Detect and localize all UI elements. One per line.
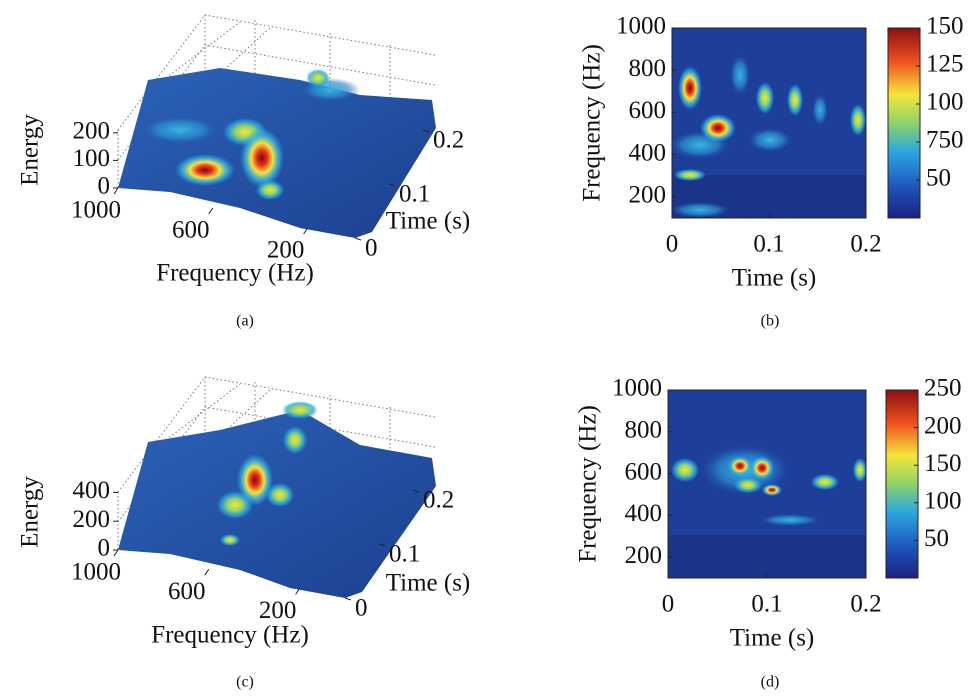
- x-tick-label: 600: [172, 217, 210, 244]
- z-tick-label: 0: [98, 535, 111, 562]
- z-tick-label: 100: [73, 145, 111, 172]
- y-tick-label: 200: [629, 182, 667, 209]
- x-tick: [113, 187, 119, 195]
- z-axis-label: Energy: [17, 114, 44, 186]
- x-tick-label: 1000: [71, 197, 121, 224]
- x-tick: [204, 568, 210, 576]
- y-axis-label: Frequency (Hz): [579, 44, 606, 202]
- y-tick: [354, 237, 362, 241]
- y-axis-label: Time (s): [386, 208, 471, 235]
- colorbar-tick-label: 750: [926, 127, 964, 154]
- y-tick: [344, 597, 352, 601]
- heatmap-d: [668, 390, 867, 578]
- x-tick-label: 600: [168, 578, 206, 605]
- colorbar-tick-label: 50: [924, 525, 949, 552]
- z-tick-label: 400: [73, 477, 111, 504]
- x-tick: [295, 588, 301, 595]
- z-tick-label: 200: [73, 118, 111, 145]
- x-tick: [113, 549, 119, 557]
- y-tick-label: 0.1: [399, 181, 430, 208]
- x-tick-label: 0.2: [850, 591, 881, 618]
- x-axis-label: Time (s): [732, 265, 817, 292]
- colorbar-tick-label: 100: [924, 488, 962, 515]
- y-tick: [412, 489, 420, 493]
- colorbar-tick-label: 125: [926, 51, 964, 78]
- colorbar: [887, 27, 921, 219]
- caption: (b): [761, 313, 780, 330]
- y-tick-label: 600: [629, 97, 667, 124]
- x-tick-label: 0: [666, 231, 679, 258]
- y-axis-label: Time (s): [386, 570, 471, 597]
- y-tick-label: 400: [629, 139, 667, 166]
- y-tick-label: 0.2: [423, 487, 454, 514]
- caption: (d): [761, 674, 780, 691]
- y-tick-label: 400: [625, 500, 663, 527]
- x-axis-label: Frequency (Hz): [156, 260, 314, 287]
- y-tick-label: 0.1: [389, 541, 420, 568]
- colorbar-tick-label: 150: [924, 450, 962, 477]
- surface-a: [117, 14, 436, 238]
- colorbar-tick-label: 50: [926, 165, 951, 192]
- y-tick-label: 0: [365, 235, 378, 262]
- colorbar-tick-label: 200: [924, 412, 962, 439]
- y-tick: [388, 183, 396, 187]
- x-tick-label: 0.2: [850, 231, 881, 258]
- x-tick-label: 0.1: [751, 591, 782, 618]
- x-tick-label: 0: [662, 591, 675, 618]
- colorbar-tick-label: 150: [926, 13, 964, 40]
- y-tick-label: 800: [625, 417, 663, 444]
- colorbar-tick-label: 100: [926, 89, 964, 116]
- x-tick-label: 200: [267, 237, 305, 264]
- y-axis-label: Frequency (Hz): [575, 405, 602, 563]
- z-tick-label: 200: [73, 506, 111, 533]
- x-axis-label: Time (s): [730, 625, 815, 652]
- y-tick-label: 1000: [612, 375, 662, 402]
- heatmap-b: [670, 28, 866, 218]
- x-axis-label: Frequency (Hz): [151, 622, 309, 649]
- y-tick: [378, 543, 386, 547]
- colorbar-tick-label: 250: [924, 375, 962, 402]
- x-tick-label: 0.1: [753, 231, 784, 258]
- y-tick-label: 0.2: [433, 127, 464, 154]
- y-tick-label: 0: [355, 595, 368, 622]
- y-tick: [422, 129, 430, 133]
- y-tick-label: 200: [625, 542, 663, 569]
- x-tick-label: 200: [259, 597, 297, 624]
- z-tick-label: 0: [98, 173, 111, 200]
- x-tick: [303, 227, 309, 235]
- z-axis-label: Energy: [17, 476, 44, 548]
- surface-c: [117, 376, 436, 598]
- caption: (c): [236, 674, 254, 691]
- y-tick-label: 800: [629, 55, 667, 82]
- caption: (a): [236, 313, 254, 330]
- x-tick: [208, 207, 214, 215]
- colorbar: [885, 389, 919, 579]
- x-tick-label: 1000: [71, 559, 121, 586]
- y-tick-label: 1000: [616, 13, 666, 40]
- y-tick-label: 600: [625, 458, 663, 485]
